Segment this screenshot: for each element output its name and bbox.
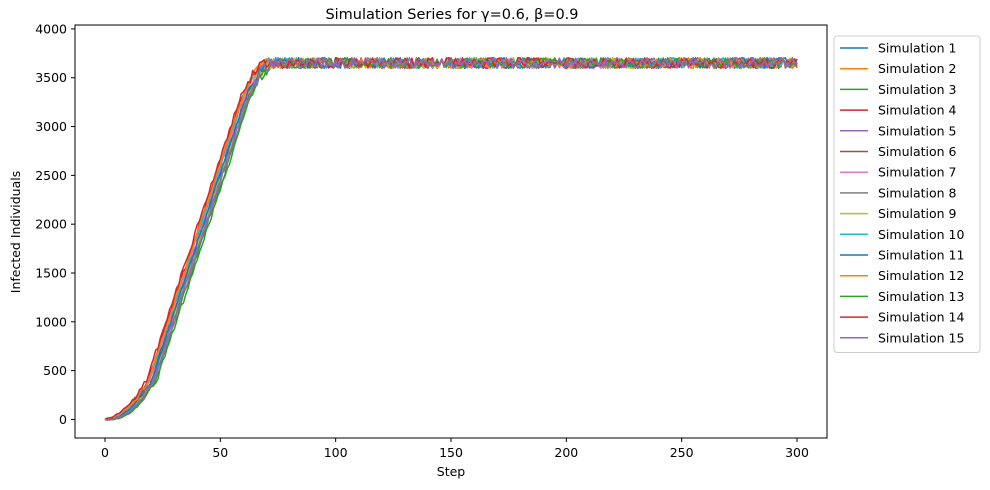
legend: Simulation 1 Simulation 2 Simulation 3 Simu… <box>833 35 981 353</box>
y-tick-label: 500 <box>43 363 67 378</box>
y-tick-label: 1500 <box>35 265 67 280</box>
series-line <box>104 56 798 421</box>
series-line <box>104 57 798 421</box>
legend-label: Simulation 15 <box>878 330 964 345</box>
legend-label: Simulation 14 <box>878 310 965 325</box>
series-line <box>104 56 798 421</box>
legend-label: Simulation 11 <box>878 248 964 263</box>
x-tick-label: 300 <box>785 445 809 460</box>
y-tick-label: 0 <box>59 412 67 427</box>
legend-label: Simulation 12 <box>878 268 964 283</box>
legend-label: Simulation 7 <box>878 165 957 180</box>
x-tick-label: 50 <box>212 445 228 460</box>
legend-label: Simulation 6 <box>878 144 957 159</box>
chart-title: Simulation Series for γ=0.6, β=0.9 <box>325 7 578 23</box>
y-tick-label: 2000 <box>35 217 67 232</box>
x-axis-label: Step <box>437 464 466 479</box>
series-line <box>104 56 798 421</box>
legend-frame <box>833 35 981 353</box>
y-axis-label: Infected Individuals <box>8 171 23 293</box>
legend-label: Simulation 3 <box>878 82 957 97</box>
legend-label: Simulation 9 <box>878 206 957 221</box>
legend-label: Simulation 10 <box>878 227 965 242</box>
series-line <box>104 56 798 421</box>
x-tick-label: 150 <box>439 445 463 460</box>
series-line <box>104 57 798 421</box>
x-axis: 0 50 100 150 200 250 300 <box>101 438 809 460</box>
legend-label: Simulation 2 <box>878 61 957 76</box>
y-tick-label: 4000 <box>35 21 67 36</box>
y-tick-label: 3500 <box>35 70 67 85</box>
legend-label: Simulation 5 <box>878 123 957 138</box>
series-line <box>104 57 798 421</box>
x-tick-label: 100 <box>324 445 348 460</box>
series-line <box>104 57 798 421</box>
series-line <box>104 57 798 421</box>
legend-label: Simulation 4 <box>878 103 957 118</box>
x-tick-label: 0 <box>101 445 109 460</box>
y-tick-label: 3000 <box>35 119 67 134</box>
x-tick-label: 250 <box>670 445 694 460</box>
series-line <box>104 56 798 421</box>
x-tick-label: 200 <box>554 445 578 460</box>
plot-area <box>104 56 798 421</box>
legend-label: Simulation 1 <box>878 41 957 56</box>
series-line <box>104 57 798 421</box>
series-line <box>104 56 798 421</box>
legend-label: Simulation 8 <box>878 185 957 200</box>
series-line <box>104 57 798 421</box>
series-line <box>104 56 798 421</box>
series-line <box>104 56 798 421</box>
y-tick-label: 2500 <box>35 168 67 183</box>
y-axis: 0 500 1000 1500 2000 2500 3000 3500 4000 <box>35 21 75 427</box>
y-tick-label: 1000 <box>35 314 67 329</box>
legend-label: Simulation 13 <box>878 289 964 304</box>
plot-frame <box>74 24 828 439</box>
